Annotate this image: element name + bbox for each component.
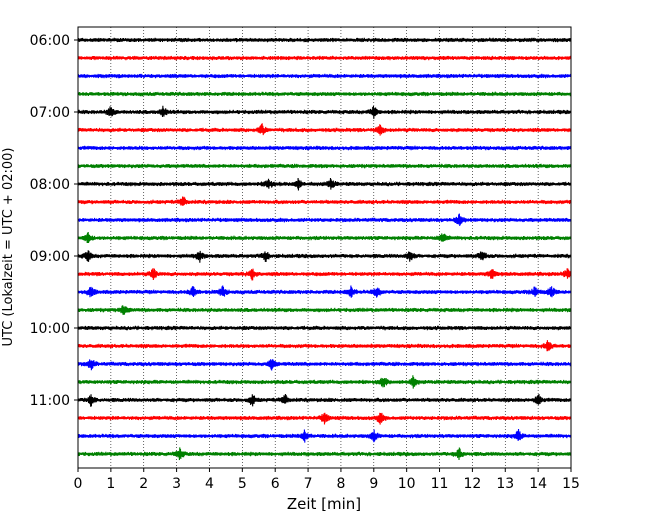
plot-frame [77,26,572,469]
trace-line [77,268,572,281]
x-tick-label: 3 [172,476,181,492]
x-tick-label: 14 [529,476,547,492]
trace-line [77,105,572,119]
trace-line [77,37,572,43]
trace-line [77,305,572,315]
trace-line [77,55,572,61]
x-tick-label: 4 [205,476,214,492]
x-tick-label: 13 [496,476,514,492]
x-tick-label: 1 [106,476,115,492]
trace-line [77,359,572,371]
trace-line [77,231,572,244]
x-tick-label: 9 [369,476,378,492]
x-tick-label: 7 [304,476,313,492]
trace-line [77,428,572,443]
x-tick-label: 15 [562,476,580,492]
y-tick-label: 07:00 [30,105,70,121]
trace-line [77,145,572,151]
trace-line [77,325,572,331]
y-axis-label: UTC (Lokalzeit = UTC + 02:00) [1,148,16,347]
x-axis-label: Zeit [min] [287,495,361,513]
trace-line [77,340,572,352]
x-tick-label: 5 [238,476,247,492]
y-tick-label: 10:00 [30,321,70,337]
x-tick-label: 12 [463,476,481,492]
trace-line [77,213,572,226]
trace-line [77,250,572,263]
trace-line [77,447,572,461]
trace-line [77,73,572,79]
y-tick-label: 06:00 [30,33,70,49]
x-tick-label: 6 [271,476,280,492]
trace-line [77,393,572,407]
x-axis-ticks: 0 1 2 3 4 5 6 7 8 9 10 11 12 13 14 15 [74,468,580,492]
trace-line [77,163,572,169]
y-tick-label: 11:00 [30,393,70,409]
trace-line [77,91,572,97]
x-tick-label: 0 [74,476,83,492]
x-tick-label: 2 [139,476,148,492]
trace-line [77,196,572,206]
y-tick-label: 09:00 [30,249,70,265]
y-axis-ticks: 06:00 07:00 08:00 09:00 10:00 11:00 [30,33,78,409]
x-tick-label: 11 [431,476,449,492]
trace-line [77,375,572,389]
x-tick-label: 8 [336,476,345,492]
trace-line [77,123,572,136]
y-tick-label: 08:00 [30,177,70,193]
x-tick-label: 10 [398,476,416,492]
trace-line [77,412,572,425]
plot-background [78,27,571,468]
trace-line [77,177,572,191]
trace-line [77,285,572,298]
seismic-traces [77,37,572,461]
